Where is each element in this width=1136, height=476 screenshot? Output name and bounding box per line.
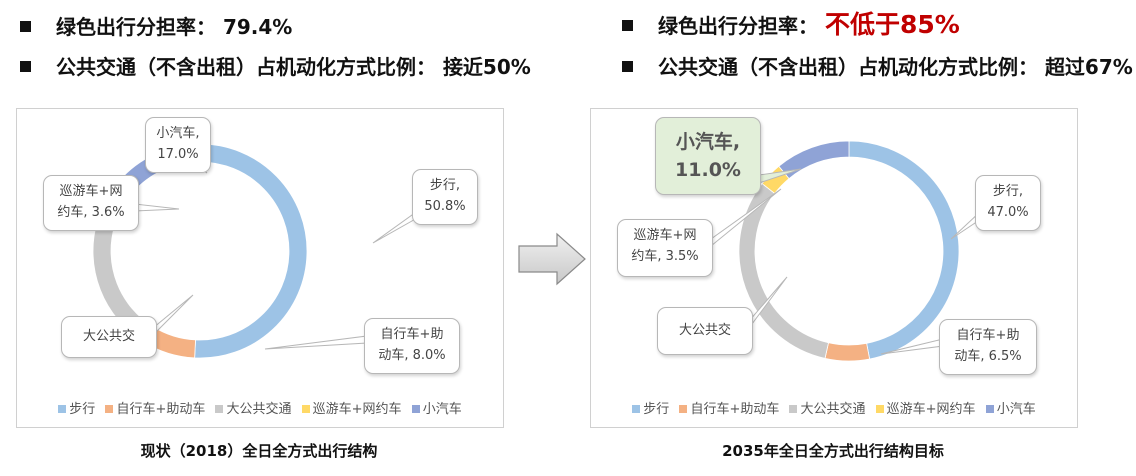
legend-item-walk: 步行	[632, 398, 669, 417]
right-chart-panel: 小汽车, 11.0% 巡游车+网 约车, 3.5% 步行, 47.0% 自行车+…	[590, 108, 1078, 428]
callout-line: 47.0%	[987, 205, 1029, 220]
legend-item-car: 小汽车	[411, 398, 462, 417]
callout-line: 17.0%	[157, 147, 199, 162]
legend-item-taxi: 巡游车+网约车	[301, 398, 402, 417]
callout-line: 大公共交	[82, 329, 135, 344]
callout-line: 大公共交	[678, 323, 731, 338]
legend-label: 小汽车	[422, 402, 462, 417]
left-legend: 步行 自行车+助动车 大公共交通 巡游车+网约车 小汽车	[17, 398, 503, 417]
right-donut-chart	[710, 140, 982, 362]
callout-line: 约车, 3.6%	[57, 205, 125, 220]
left-chart-panel: 小汽车, 17.0% 巡游车+网 约车, 3.6% 步行, 50.8% 自行车+…	[16, 108, 504, 428]
bullet-label: 公共交通（不含出租）占机动化方式比例：	[657, 55, 1038, 79]
callout-line: 自行车+助	[380, 327, 444, 342]
legend-label: 自行车+助动车	[116, 402, 206, 417]
legend-item-bus: 大公共交通	[215, 398, 292, 417]
leader-bus	[152, 294, 194, 337]
legend-label: 大公共交通	[226, 402, 292, 417]
legend-item-taxi: 巡游车+网约车	[875, 398, 976, 417]
bullet-value-highlight: 不低于85%	[824, 10, 960, 39]
right-chart-caption: 2035年全日全方式出行结构目标	[722, 442, 944, 460]
callout-line: 小汽车,	[675, 131, 741, 153]
right-bullet-green-share: 绿色出行分担率： 不低于85%	[622, 10, 960, 40]
callout-car-highlight: 小汽车, 11.0%	[655, 117, 761, 195]
callout-taxi: 巡游车+网 约车, 3.5%	[617, 219, 713, 277]
right-bullet-transit-share: 公共交通（不含出租）占机动化方式比例： 超过67%	[622, 52, 1133, 82]
callout-line: 11.0%	[675, 159, 741, 181]
left-chart-caption: 现状（2018）全日全方式出行结构	[140, 442, 378, 460]
legend-swatch	[985, 405, 994, 413]
legend-item-bike: 自行车+助动车	[105, 398, 205, 417]
callout-line: 动车, 8.0%	[378, 348, 446, 363]
legend-swatch	[632, 405, 641, 413]
leader-taxi	[134, 203, 180, 212]
legend-label: 小汽车	[996, 402, 1036, 417]
bullet-label: 绿色出行分担率：	[657, 14, 818, 38]
left-donut-chart	[92, 143, 420, 359]
legend-swatch	[105, 405, 114, 413]
left-bullet-transit-share: 公共交通（不含出租）占机动化方式比例： 接近50%	[20, 52, 531, 82]
slice-walk	[194, 143, 308, 359]
bullet-value: 接近50%	[442, 55, 531, 79]
bullet-value: 超过67%	[1044, 55, 1133, 79]
legend-label: 步行	[643, 402, 670, 417]
legend-item-car: 小汽车	[985, 398, 1036, 417]
right-legend: 步行 自行车+助动车 大公共交通 巡游车+网约车 小汽车	[591, 398, 1077, 417]
callout-bus: 大公共交	[657, 307, 753, 355]
right-arrow-icon	[517, 232, 587, 290]
legend-item-bus: 大公共交通	[789, 398, 866, 417]
callout-bike: 自行车+助 动车, 8.0%	[364, 318, 460, 374]
legend-label: 大公共交通	[800, 402, 866, 417]
bullet-square-icon	[622, 61, 633, 72]
bullet-square-icon	[20, 21, 31, 32]
callout-taxi: 巡游车+网 约车, 3.6%	[43, 175, 139, 231]
bullet-label: 绿色出行分担率：	[55, 15, 216, 39]
slice-bike	[824, 342, 871, 362]
callout-bus: 大公共交	[61, 316, 157, 358]
legend-swatch	[411, 405, 420, 413]
callout-line: 巡游车+网	[633, 228, 697, 243]
legend-label: 自行车+助动车	[690, 402, 780, 417]
legend-swatch	[215, 405, 224, 413]
callout-line: 步行,	[429, 178, 461, 193]
legend-item-bike: 自行车+助动车	[679, 398, 779, 417]
bullet-square-icon	[622, 20, 633, 31]
legend-swatch	[58, 405, 67, 413]
legend-swatch	[679, 405, 688, 413]
callout-line: 步行,	[992, 184, 1024, 199]
legend-swatch	[789, 405, 798, 413]
callout-line: 动车, 6.5%	[954, 349, 1022, 364]
callout-walk: 步行, 50.8%	[412, 169, 478, 225]
bullet-square-icon	[20, 61, 31, 72]
legend-label: 步行	[69, 402, 96, 417]
legend-item-walk: 步行	[58, 398, 95, 417]
callout-bike: 自行车+助 动车, 6.5%	[939, 319, 1037, 375]
callout-line: 巡游车+网	[59, 184, 123, 199]
legend-swatch	[875, 405, 884, 413]
bullet-label: 公共交通（不含出租）占机动化方式比例：	[55, 55, 436, 79]
bullet-value: 79.4%	[222, 15, 293, 39]
legend-swatch	[301, 405, 310, 413]
left-bullet-green-share: 绿色出行分担率： 79.4%	[20, 12, 292, 42]
callout-walk: 步行, 47.0%	[975, 175, 1041, 231]
callout-line: 50.8%	[424, 199, 466, 214]
callout-line: 小汽车,	[156, 126, 200, 141]
legend-label: 巡游车+网约车	[312, 402, 402, 417]
leader-bike	[264, 335, 368, 350]
callout-line: 约车, 3.5%	[631, 249, 699, 264]
callout-line: 自行车+助	[956, 328, 1020, 343]
legend-label: 巡游车+网约车	[886, 402, 976, 417]
callout-car: 小汽车, 17.0%	[145, 117, 211, 173]
